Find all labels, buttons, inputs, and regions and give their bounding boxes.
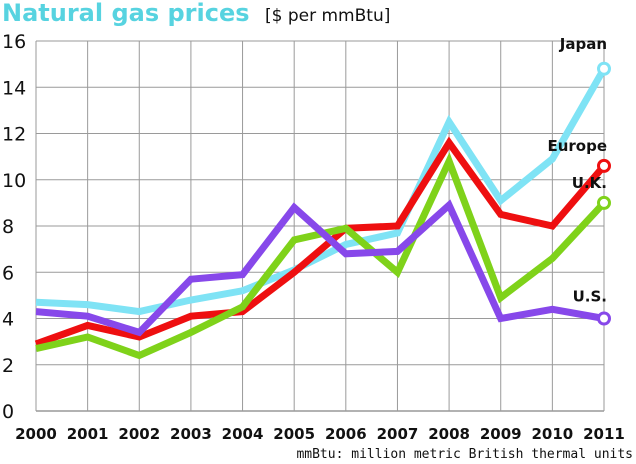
series-endpoint-japan — [597, 61, 611, 76]
series-line-u-s — [35, 199, 605, 337]
series-label-u-s: U.S. — [573, 288, 607, 306]
series-line-japan — [35, 67, 608, 316]
x-axis-ticks: 2000 2001 2002 2003 2004 2005 2006 2007 2008 2009… — [15, 425, 625, 443]
y-tick-label-6: 12 — [2, 124, 26, 146]
x-tick-label-7: 2007 — [377, 425, 419, 443]
series-label-japan: Japan — [559, 35, 607, 53]
x-tick-label-8: 2008 — [428, 425, 470, 443]
y-tick-label-3: 6 — [2, 262, 14, 284]
y-tick-label-2: 4 — [2, 309, 14, 331]
x-tick-label-2: 2002 — [118, 425, 160, 443]
y-tick-label-4: 8 — [2, 216, 14, 238]
x-tick-label-5: 2005 — [273, 425, 315, 443]
x-tick-label-0: 2000 — [15, 425, 57, 443]
series-lines — [34, 61, 611, 360]
y-axis-ticks: 0 2 4 6 8 10 12 14 16 — [2, 31, 26, 423]
series-endpoint-u-k — [597, 195, 611, 210]
series-label-europe: Europe — [547, 137, 607, 155]
y-tick-label-0: 0 — [2, 401, 14, 423]
series-label-u-k: U.K. — [572, 174, 607, 192]
footnote: mmBtu: million metric British thermal un… — [296, 447, 633, 462]
x-tick-label-1: 2001 — [67, 425, 109, 443]
chart-title: Natural gas prices — [2, 0, 250, 27]
x-tick-label-10: 2010 — [531, 425, 573, 443]
series-line-europe — [34, 136, 607, 348]
y-tick-label-1: 2 — [2, 355, 14, 377]
chart-subtitle: [$ per mmBtu] — [265, 6, 390, 26]
series-labels: Japan Europe U.K. U.S. — [547, 35, 607, 306]
y-tick-label-7: 14 — [2, 77, 26, 99]
series-endpoint-u-s — [597, 311, 611, 326]
y-tick-label-5: 10 — [2, 170, 26, 192]
series-endpoint-europe — [597, 158, 611, 173]
x-tick-label-11: 2011 — [583, 425, 625, 443]
x-tick-label-9: 2009 — [480, 425, 522, 443]
x-tick-label-4: 2004 — [222, 425, 264, 443]
y-tick-label-8: 16 — [2, 31, 26, 53]
x-tick-label-6: 2006 — [325, 425, 367, 443]
x-tick-label-3: 2003 — [170, 425, 212, 443]
